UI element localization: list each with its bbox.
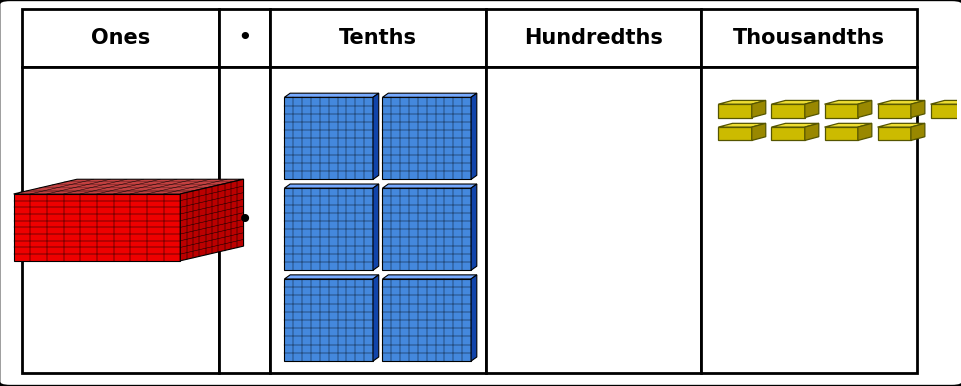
Polygon shape xyxy=(876,124,924,127)
Polygon shape xyxy=(718,104,751,118)
Polygon shape xyxy=(824,127,857,141)
Bar xyxy=(219,9,270,67)
Text: •: • xyxy=(237,26,252,50)
Polygon shape xyxy=(751,100,765,118)
Polygon shape xyxy=(373,275,379,361)
Polygon shape xyxy=(929,100,961,104)
Polygon shape xyxy=(284,275,379,279)
Polygon shape xyxy=(284,184,379,188)
Polygon shape xyxy=(718,127,751,141)
Polygon shape xyxy=(13,179,243,194)
Polygon shape xyxy=(771,100,818,104)
Polygon shape xyxy=(771,104,804,118)
Polygon shape xyxy=(771,124,818,127)
Bar xyxy=(485,9,701,67)
Polygon shape xyxy=(718,100,765,104)
Polygon shape xyxy=(857,124,871,141)
Polygon shape xyxy=(180,179,243,261)
Polygon shape xyxy=(471,275,477,361)
Bar xyxy=(485,67,701,372)
Polygon shape xyxy=(382,184,477,188)
Polygon shape xyxy=(284,188,373,270)
Polygon shape xyxy=(471,184,477,270)
Bar xyxy=(701,67,916,372)
Bar xyxy=(219,67,270,372)
Polygon shape xyxy=(382,188,471,270)
Polygon shape xyxy=(857,100,871,118)
Text: Thousandths: Thousandths xyxy=(732,28,884,48)
Polygon shape xyxy=(876,127,910,141)
Polygon shape xyxy=(471,93,477,179)
Polygon shape xyxy=(751,124,765,141)
Polygon shape xyxy=(771,127,804,141)
Bar xyxy=(701,9,916,67)
Polygon shape xyxy=(804,124,818,141)
Polygon shape xyxy=(382,97,471,179)
Polygon shape xyxy=(876,100,924,104)
Text: Tenths: Tenths xyxy=(338,28,416,48)
Polygon shape xyxy=(284,93,379,97)
Bar xyxy=(22,67,219,372)
Polygon shape xyxy=(13,194,180,261)
Polygon shape xyxy=(373,184,379,270)
Polygon shape xyxy=(824,100,871,104)
Polygon shape xyxy=(804,100,818,118)
Polygon shape xyxy=(382,279,471,361)
Polygon shape xyxy=(929,104,961,118)
Text: Hundredths: Hundredths xyxy=(524,28,662,48)
Polygon shape xyxy=(824,124,871,127)
Text: Ones: Ones xyxy=(91,28,150,48)
Polygon shape xyxy=(284,97,373,179)
Polygon shape xyxy=(284,279,373,361)
Polygon shape xyxy=(910,100,924,118)
Polygon shape xyxy=(910,124,924,141)
Polygon shape xyxy=(382,275,477,279)
Bar xyxy=(270,9,485,67)
Polygon shape xyxy=(382,93,477,97)
Polygon shape xyxy=(824,104,857,118)
Bar xyxy=(270,67,485,372)
Bar xyxy=(22,9,219,67)
Polygon shape xyxy=(718,124,765,127)
Polygon shape xyxy=(373,93,379,179)
Polygon shape xyxy=(876,104,910,118)
Text: •: • xyxy=(236,206,253,234)
